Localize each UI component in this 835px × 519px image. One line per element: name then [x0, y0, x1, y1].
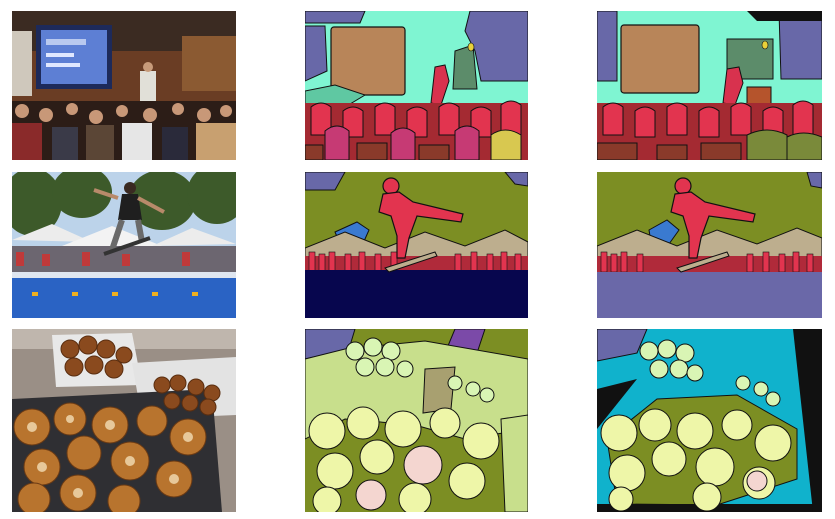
donuts-segmentation-b	[597, 329, 822, 512]
skate-photo	[12, 172, 236, 318]
donuts-photo	[12, 329, 236, 512]
lecture-segmentation-a	[305, 11, 528, 160]
lecture-segmentation-b	[597, 11, 822, 160]
skate-segmentation-b	[597, 172, 822, 318]
skate-segmentation-a	[305, 172, 528, 318]
lecture-photo	[12, 11, 236, 160]
donuts-segmentation-a	[305, 329, 528, 512]
